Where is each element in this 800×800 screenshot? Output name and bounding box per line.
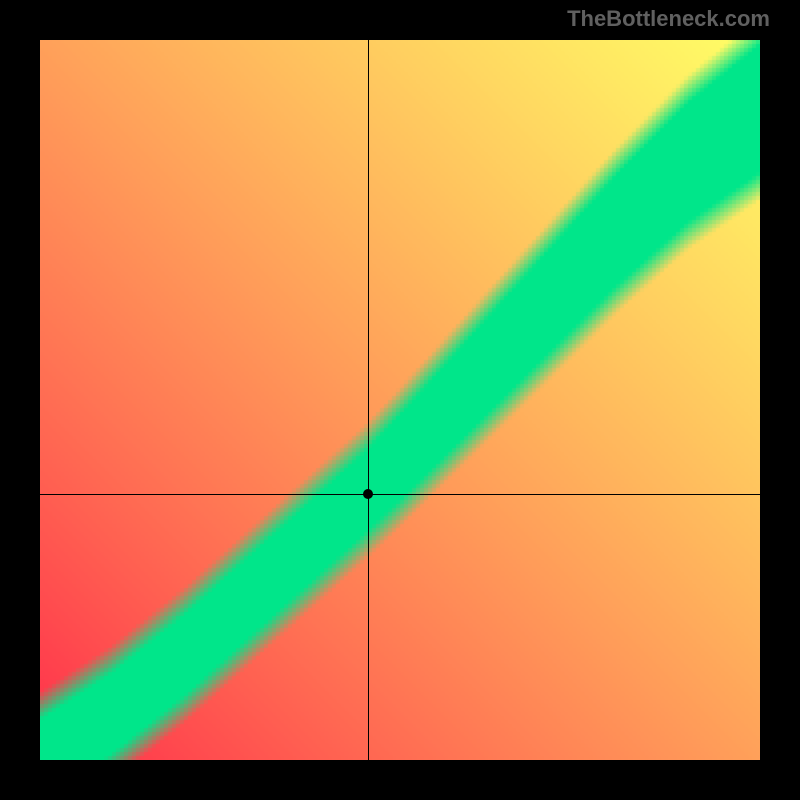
watermark-text: TheBottleneck.com — [567, 6, 770, 32]
crosshair-horizontal — [40, 494, 760, 495]
crosshair-marker — [363, 489, 373, 499]
heatmap-canvas — [40, 40, 760, 760]
heatmap-plot — [40, 40, 760, 760]
crosshair-vertical — [368, 40, 369, 760]
